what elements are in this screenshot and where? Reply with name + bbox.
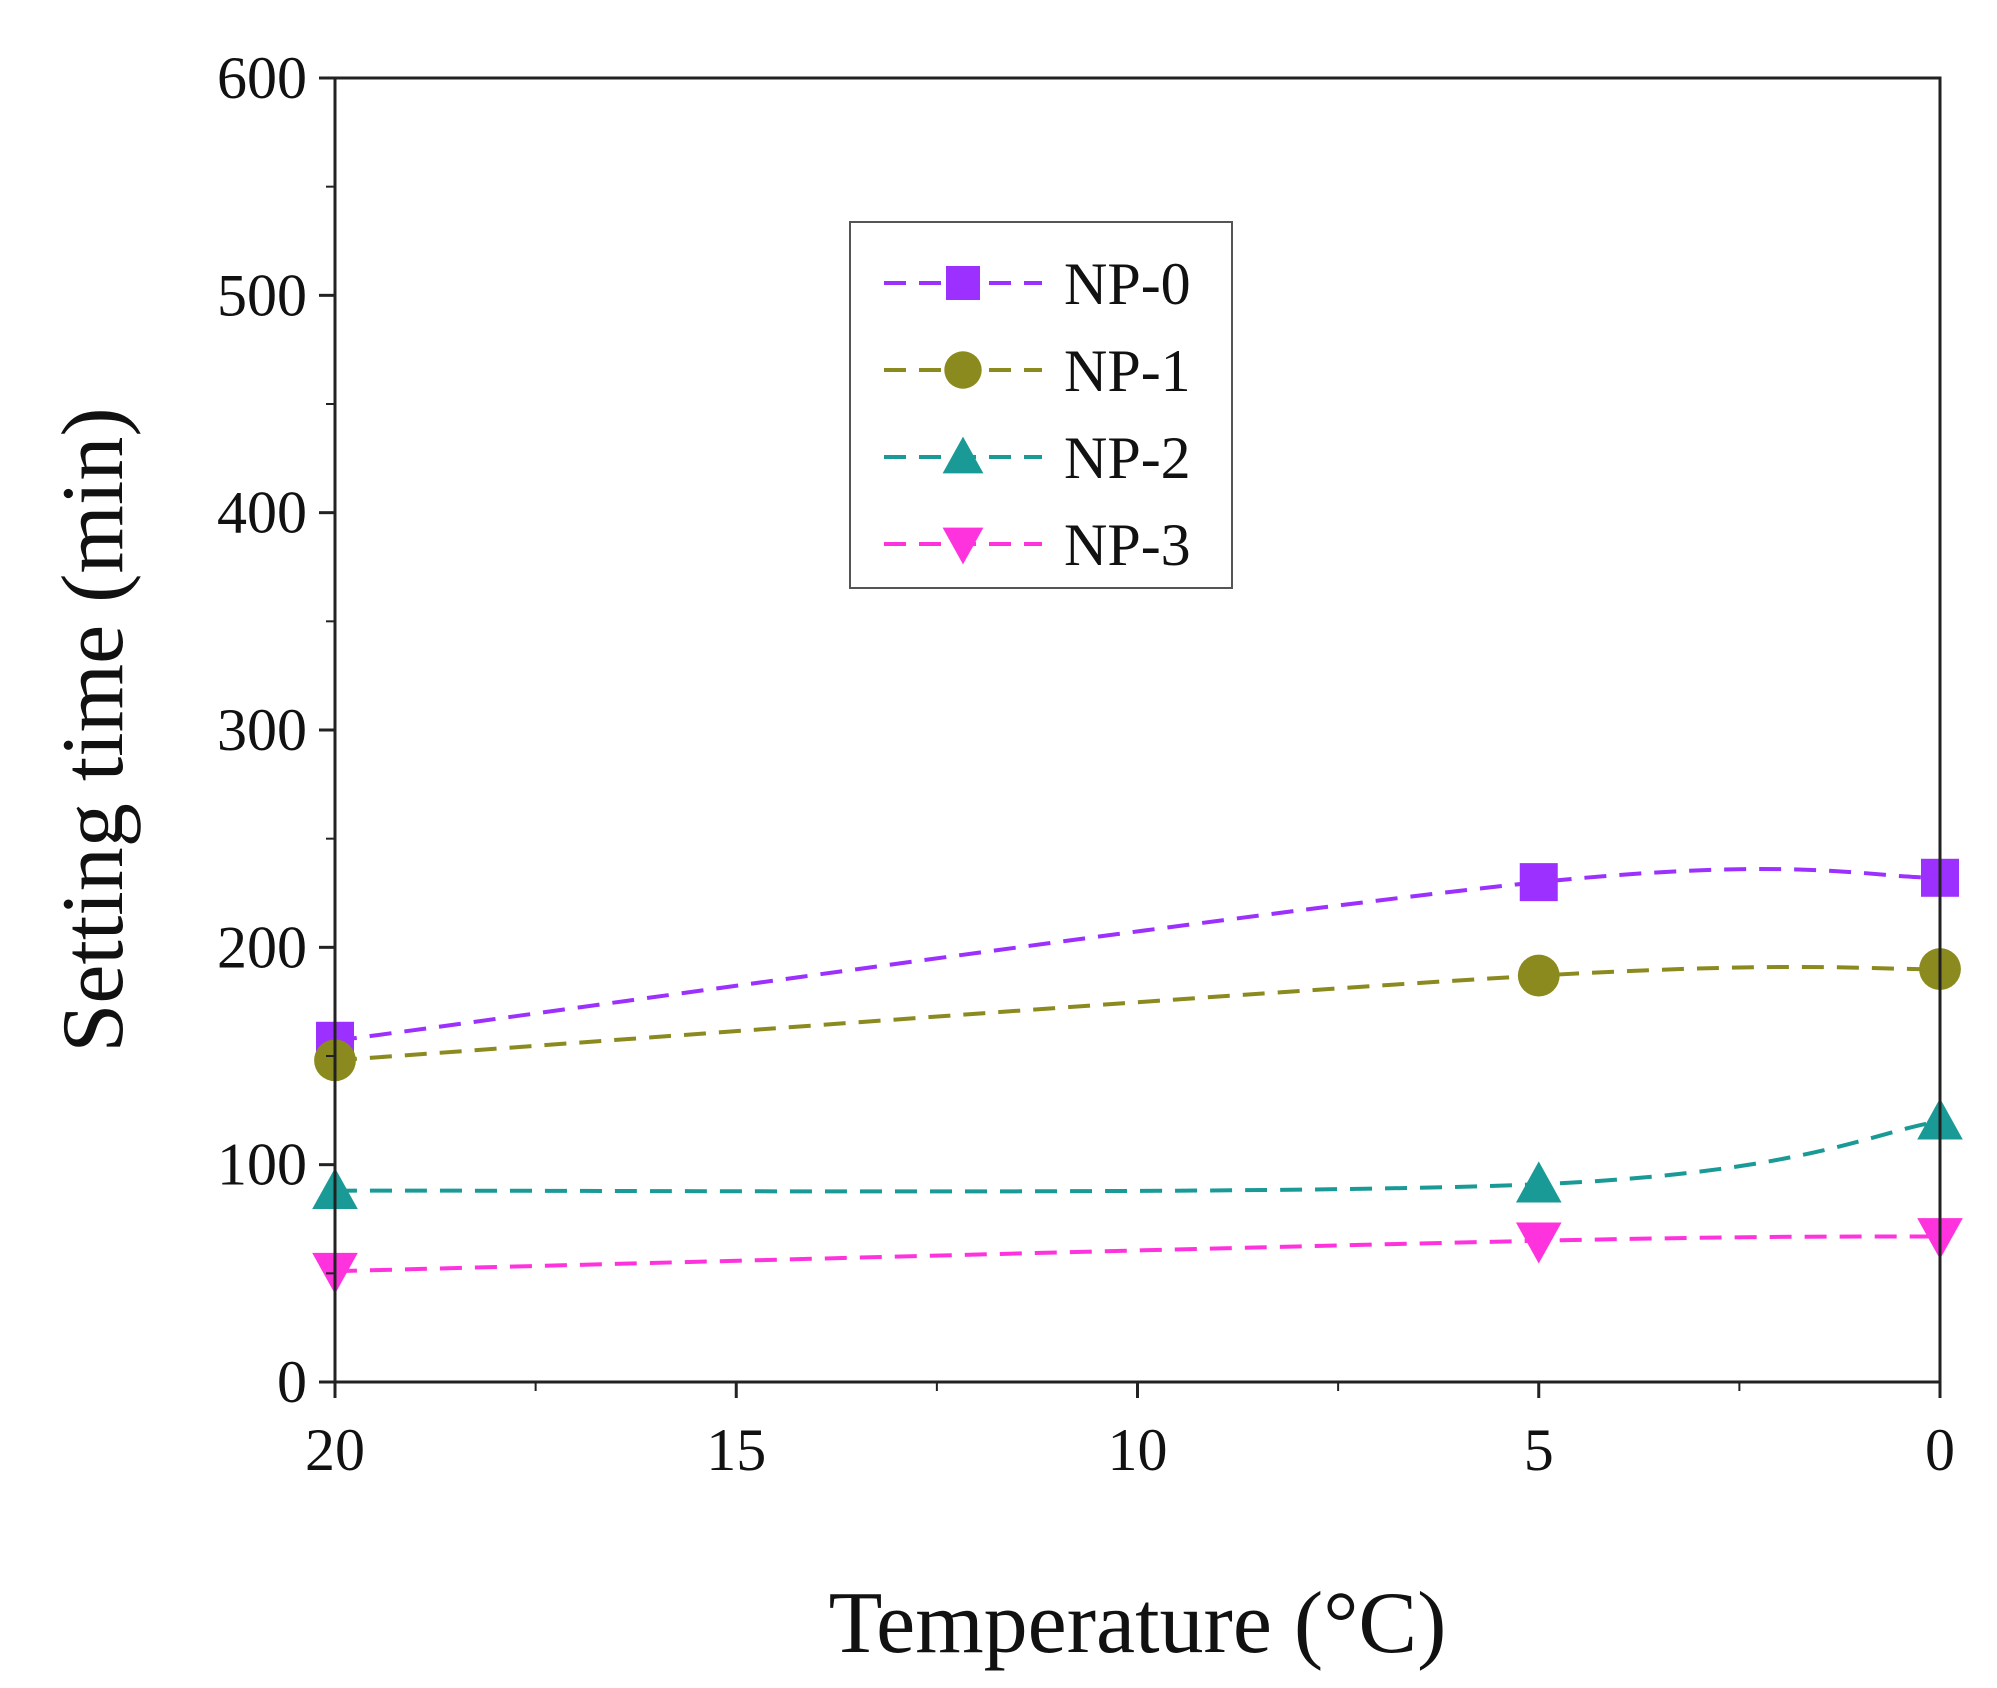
series-line xyxy=(334,964,1941,1063)
y-tick-label: 200 xyxy=(217,914,307,980)
series-line xyxy=(334,867,1941,1043)
legend-item: NP-2 xyxy=(884,425,1191,491)
data-point xyxy=(1519,863,1558,902)
y-tick-label: 0 xyxy=(277,1349,307,1415)
y-axis-title: Setting time (min) xyxy=(45,407,142,1052)
legend-label: NP-1 xyxy=(1064,338,1191,404)
x-tick-label: 0 xyxy=(1925,1417,1955,1483)
x-tick-label: 5 xyxy=(1524,1417,1554,1483)
legend-marker xyxy=(942,436,984,474)
y-tick-label: 500 xyxy=(217,262,307,328)
y-axis: 0 100 200 300 400 500 600 xyxy=(217,45,335,1415)
legend-label: NP-0 xyxy=(1064,251,1191,317)
legend-item: NP-3 xyxy=(884,512,1191,578)
data-point xyxy=(1517,954,1560,997)
legend-label: NP-3 xyxy=(1064,512,1191,578)
x-tick-label: 10 xyxy=(1108,1417,1168,1483)
y-tick-label: 100 xyxy=(217,1132,307,1198)
series-line xyxy=(334,1234,1941,1274)
x-tick-label: 20 xyxy=(305,1417,365,1483)
legend-item: NP-1 xyxy=(884,338,1191,404)
x-axis-title: Temperature (°C) xyxy=(829,1575,1447,1672)
series-line xyxy=(334,1119,1941,1194)
legend-label: NP-2 xyxy=(1064,425,1191,491)
data-point xyxy=(1515,1222,1562,1264)
data-point xyxy=(1515,1161,1562,1203)
legend: NP-0 NP-1 NP-2 NP-3 xyxy=(849,221,1233,589)
legend-marker xyxy=(942,527,984,565)
y-tick-label: 300 xyxy=(217,697,307,763)
x-tick-label: 15 xyxy=(706,1417,766,1483)
y-tick-label: 600 xyxy=(217,45,307,111)
legend-marker xyxy=(944,351,982,389)
legend-marker xyxy=(946,266,980,300)
x-axis: 20 15 10 5 0 xyxy=(305,1382,1955,1483)
y-tick-label: 400 xyxy=(217,480,307,546)
legend-item: NP-0 xyxy=(884,251,1191,317)
